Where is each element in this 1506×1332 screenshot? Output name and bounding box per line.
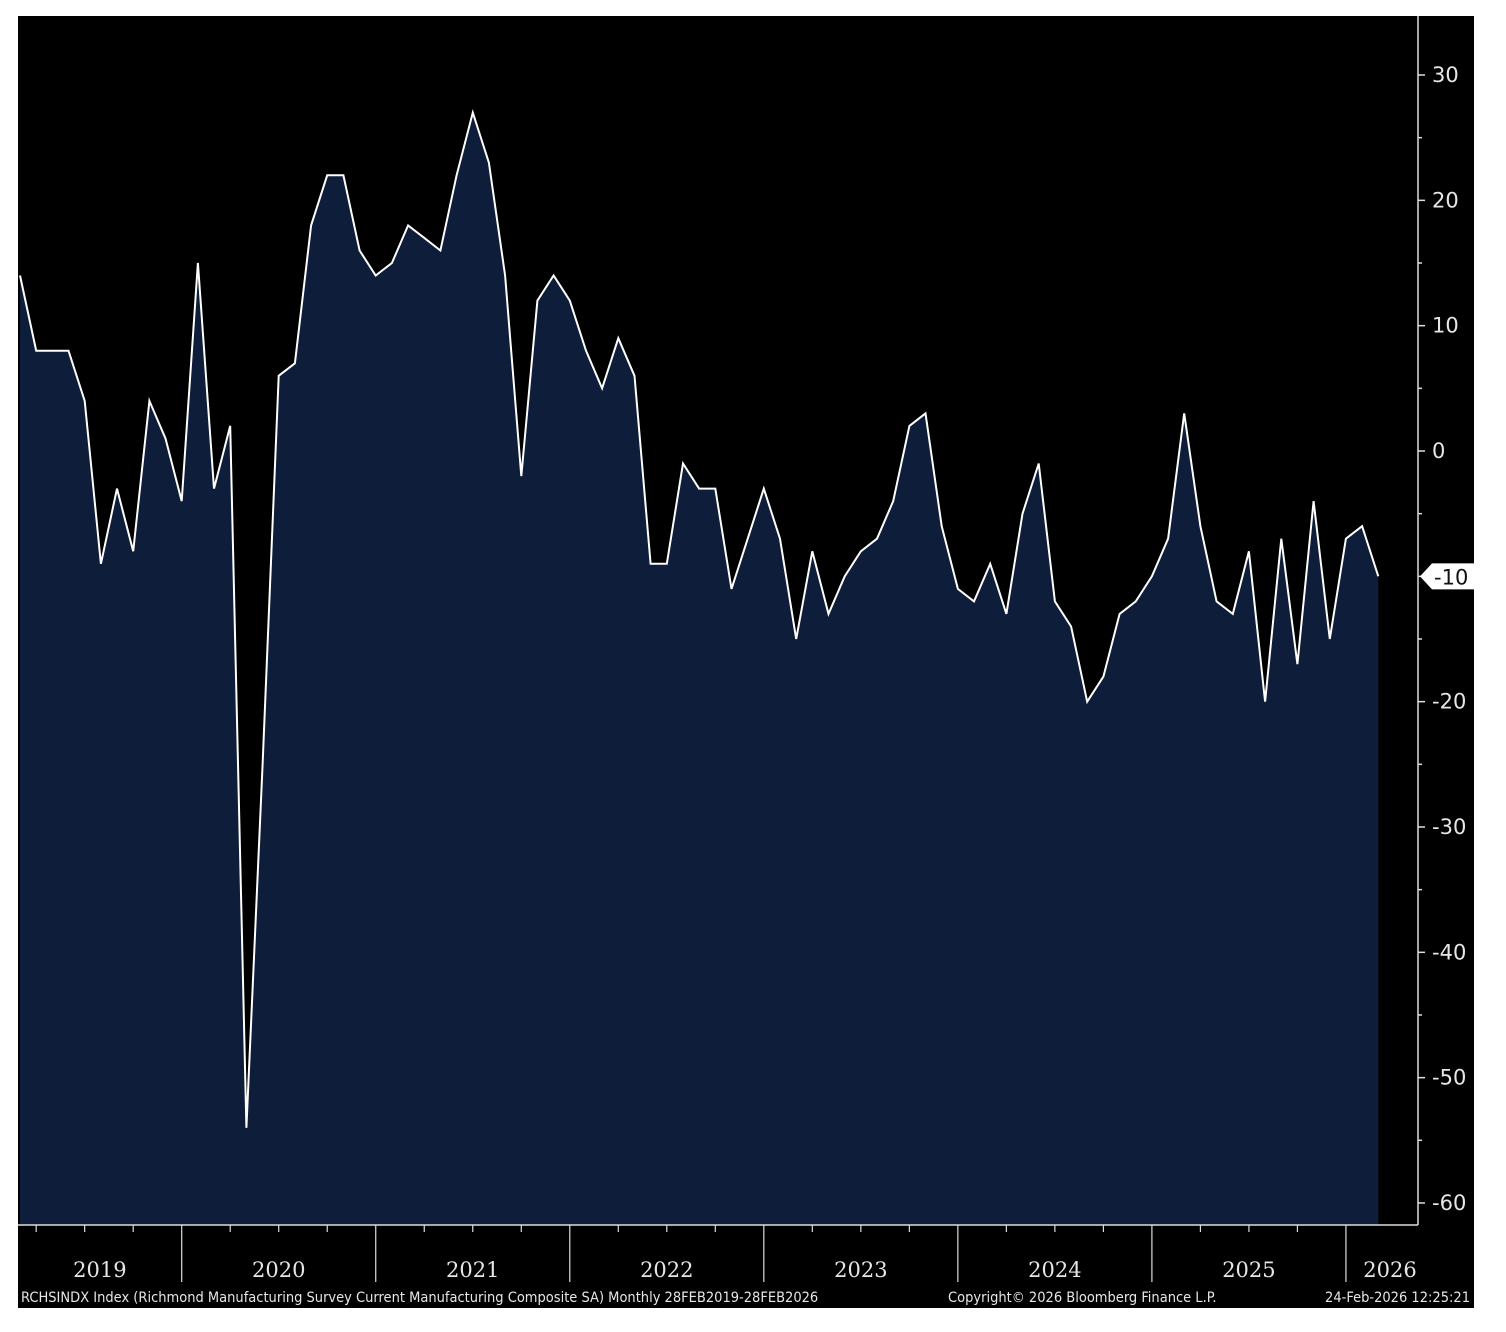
x-tick-label: 2024 (1028, 1258, 1081, 1282)
footer-timestamp: 24-Feb-2026 12:25:21 (1325, 1290, 1470, 1306)
x-tick-label: 2023 (834, 1258, 887, 1282)
x-tick-label: 2019 (73, 1258, 126, 1282)
y-tick-label: -60 (1432, 1191, 1466, 1215)
series-area-fill (20, 112, 1379, 1226)
x-tick-label: 2020 (252, 1258, 305, 1282)
footer-source: RCHSINDX Index (Richmond Manufacturing S… (21, 1290, 818, 1306)
y-tick-label: -40 (1432, 940, 1466, 964)
y-tick-label: -20 (1432, 690, 1466, 714)
x-tick-label: 2021 (446, 1258, 499, 1282)
x-tick-label: 2026 (1363, 1258, 1416, 1282)
x-tick-label: 2022 (640, 1258, 693, 1282)
footer-copyright: Copyright© 2026 Bloomberg Finance L.P. (948, 1290, 1216, 1306)
last-value-label: -10 (1434, 565, 1468, 589)
last-value-marker (1420, 563, 1474, 590)
x-tick-label: 2025 (1222, 1258, 1275, 1282)
y-tick-label: 10 (1432, 314, 1459, 338)
y-tick-label: 0 (1432, 439, 1445, 463)
y-tick-label: -50 (1432, 1066, 1466, 1090)
y-tick-label: -30 (1432, 815, 1466, 839)
y-tick-label: 30 (1432, 63, 1459, 87)
y-tick-label: 20 (1432, 188, 1459, 212)
series-line (19, 109, 1380, 1128)
